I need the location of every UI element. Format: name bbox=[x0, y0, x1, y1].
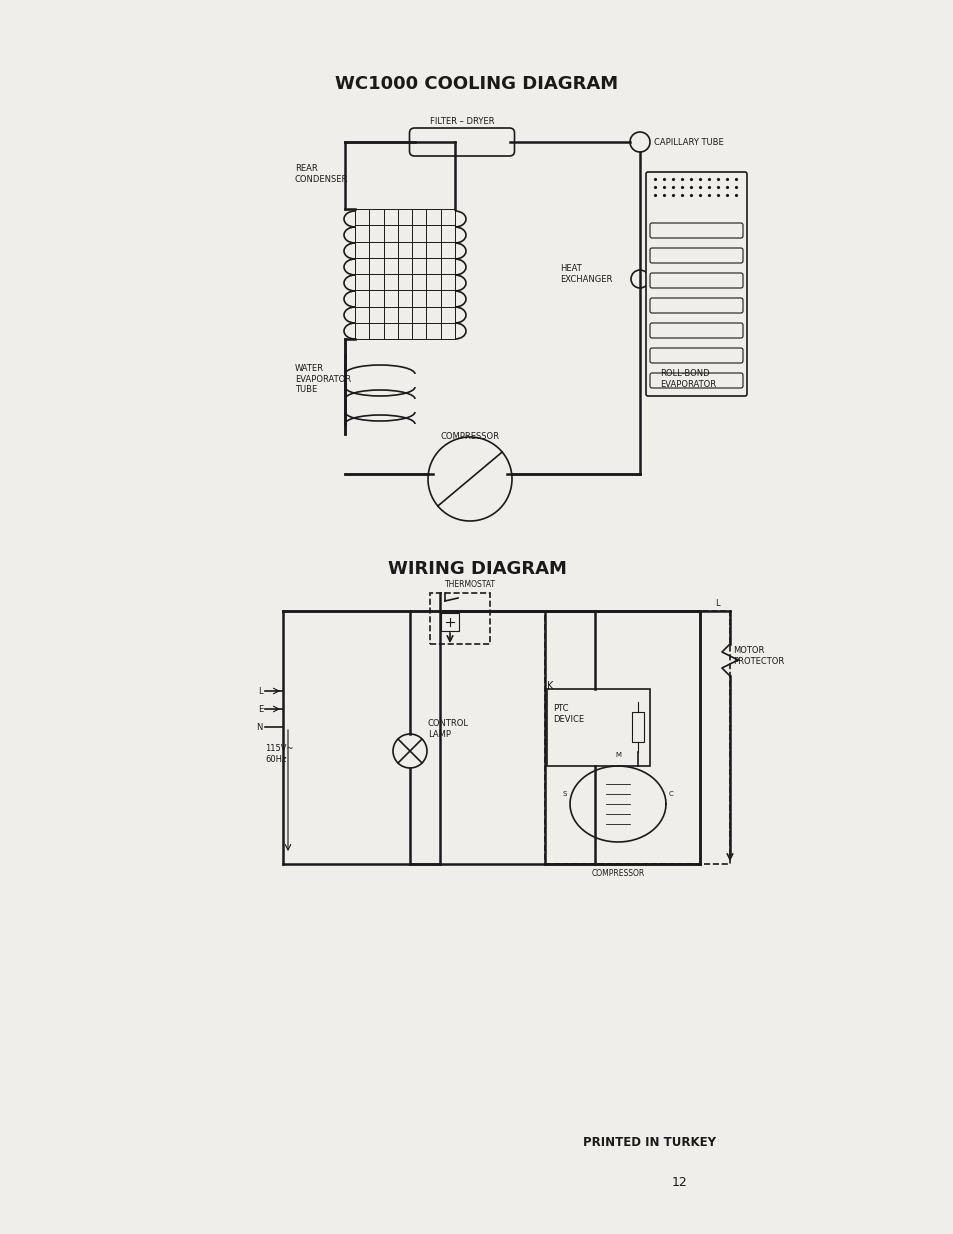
Text: COMPRESSOR: COMPRESSOR bbox=[591, 869, 644, 879]
Text: C: C bbox=[668, 791, 673, 797]
Bar bbox=[546, 689, 649, 766]
Text: HEAT
EXCHANGER: HEAT EXCHANGER bbox=[559, 264, 612, 284]
Circle shape bbox=[630, 270, 648, 288]
Text: WATER
EVAPORATOR
TUBE: WATER EVAPORATOR TUBE bbox=[294, 364, 351, 394]
Bar bbox=[430, 594, 490, 644]
Text: COMPRESSOR: COMPRESSOR bbox=[440, 432, 499, 441]
Text: THERMOSTAT: THERMOSTAT bbox=[444, 580, 496, 589]
Text: L: L bbox=[258, 686, 263, 696]
Text: CAPILLARY TUBE: CAPILLARY TUBE bbox=[654, 137, 723, 147]
Bar bbox=[631, 712, 643, 742]
Bar bbox=[544, 611, 729, 864]
Text: K: K bbox=[546, 681, 553, 691]
Text: N: N bbox=[256, 722, 263, 732]
Text: S: S bbox=[562, 791, 566, 797]
Circle shape bbox=[428, 437, 512, 521]
Text: 115V~
60Hz: 115V~ 60Hz bbox=[265, 744, 294, 764]
Text: E: E bbox=[257, 705, 263, 713]
Text: M: M bbox=[615, 752, 620, 758]
Text: FILTER – DRYER: FILTER – DRYER bbox=[429, 117, 494, 126]
FancyBboxPatch shape bbox=[409, 128, 514, 155]
Text: PTC
DEVICE: PTC DEVICE bbox=[553, 705, 583, 723]
Text: CONTROL
LAMP: CONTROL LAMP bbox=[428, 719, 469, 739]
Text: ROLL-BOND
EVAPORATOR: ROLL-BOND EVAPORATOR bbox=[659, 369, 716, 389]
Text: L: L bbox=[714, 598, 719, 608]
Text: MOTOR
PROTECTOR: MOTOR PROTECTOR bbox=[732, 647, 783, 665]
Circle shape bbox=[629, 132, 649, 152]
Text: WIRING DIAGRAM: WIRING DIAGRAM bbox=[387, 560, 566, 578]
Text: 12: 12 bbox=[672, 1176, 687, 1188]
Text: PRINTED IN TURKEY: PRINTED IN TURKEY bbox=[583, 1135, 716, 1149]
FancyBboxPatch shape bbox=[645, 172, 746, 396]
Text: WC1000 COOLING DIAGRAM: WC1000 COOLING DIAGRAM bbox=[335, 75, 618, 93]
Text: REAR
CONDENSER: REAR CONDENSER bbox=[294, 164, 348, 184]
